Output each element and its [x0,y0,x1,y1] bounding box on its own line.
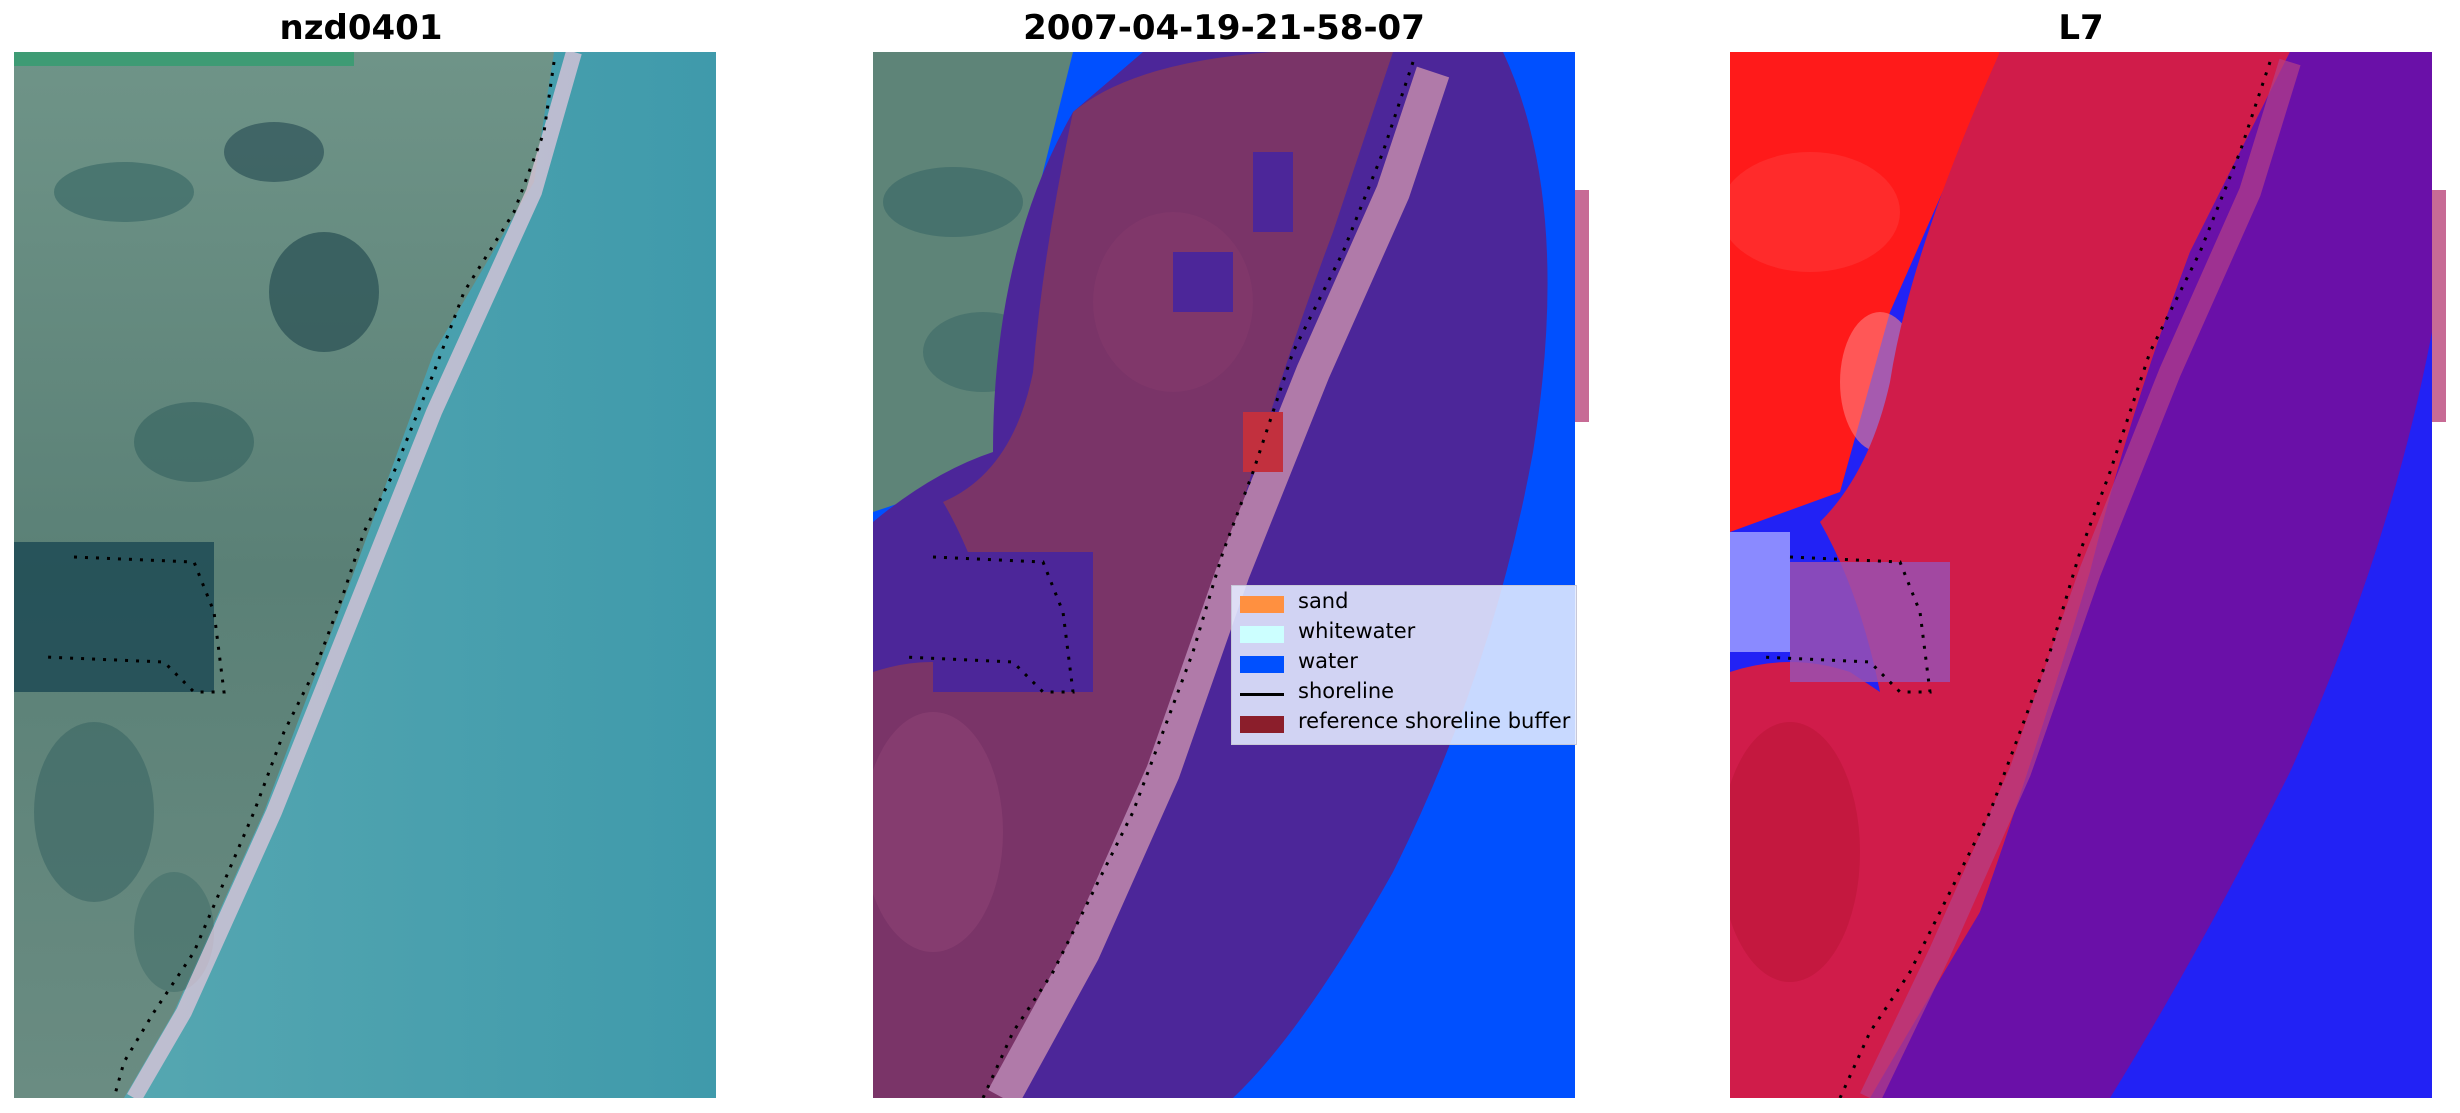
legend-label-water: water [1298,649,1358,673]
unclassified-land [873,52,1073,512]
legend-item-whitewater: whitewater [1232,618,1576,648]
whitewater-swatch [1240,626,1284,643]
water-swatch [1240,656,1284,673]
panel-edge-strip-classified [1575,190,1589,422]
shoreline-dotted-index [1838,61,2272,1098]
panel-title-index: L7 [2058,8,2104,48]
shoreline-line-swatch [1240,693,1284,696]
legend-label-reference-buffer: reference shoreline buffer [1298,709,1571,733]
sand-band [988,66,1450,1098]
legend-item-shoreline: shoreline [1232,678,1576,708]
panel-title-classified: 2007-04-19-21-58-07 [1023,8,1425,48]
legend-item-water: water [1232,648,1576,678]
classified-land [873,52,1393,1098]
index-image-panel [1730,52,2432,1098]
legend-label-whitewater: whitewater [1298,619,1416,643]
legend: sand whitewater water shoreline referenc… [1231,585,1577,745]
legend-item-reference-buffer: reference shoreline buffer [1232,708,1576,738]
shoreline-dotted [112,61,556,1098]
reference-buffer-swatch [1240,716,1284,733]
classified-image [873,52,1575,1098]
legend-item-sand: sand [1232,588,1576,618]
rgb-image-panel [14,52,716,1098]
shoreline-dotted-classified [981,61,1415,1098]
legend-label-shoreline: shoreline [1298,679,1395,703]
classified-image-panel [873,52,1575,1098]
legend-label-sand: sand [1298,589,1349,613]
panel-edge-strip-index [2432,190,2446,422]
purple-nearshore [1870,52,2432,1098]
shoreline-band [1860,58,2301,1098]
crimson-band [1730,52,2290,1098]
sand-swatch [1240,596,1284,613]
index-image [1730,52,2432,1098]
rgb-image [14,52,716,1098]
panel-title-rgb: nzd0401 [279,8,443,48]
beach-strip [127,52,582,1098]
